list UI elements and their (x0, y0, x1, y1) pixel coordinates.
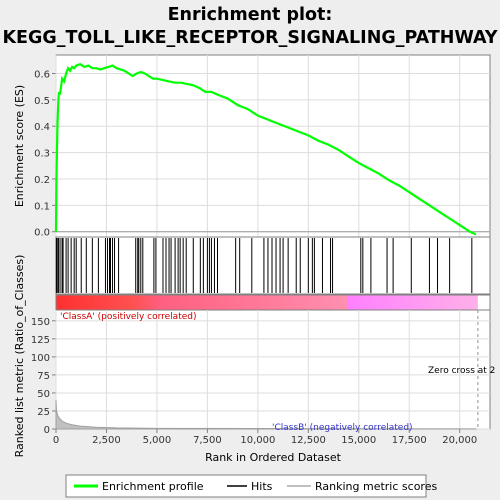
x-tick-label: 20,000 (442, 435, 477, 446)
x-tick-label: 5,000 (143, 435, 172, 446)
x-tick-label: 17,500 (392, 435, 427, 446)
es-y-tick-label: 0.5 (34, 96, 50, 107)
classA-label: 'ClassA' (positively correlated) (60, 312, 197, 322)
x-axis-label: Rank in Ordered Dataset (205, 451, 342, 464)
x-tick-label: 0 (53, 435, 59, 446)
metric-y-tick-label: 50 (37, 389, 50, 400)
es-y-tick-label: 0.2 (34, 175, 50, 186)
enrichment-profile-line (54, 62, 477, 236)
metric-y-tick-label: 25 (37, 407, 50, 418)
x-tick-label: 2,500 (92, 435, 121, 446)
x-tick-label: 15,000 (341, 435, 376, 446)
classB-label: 'ClassB' (negatively correlated) (272, 423, 413, 433)
metric-panel-frame (55, 309, 491, 430)
es-y-tick-label: 0.0 (34, 228, 50, 239)
x-tick-label: 12,500 (291, 435, 326, 446)
x-tick-label: 7,500 (193, 435, 222, 446)
es-y-tick-label: 0.1 (34, 201, 50, 212)
rank-bar-tail (477, 295, 490, 310)
rank-color-bar (56, 295, 478, 310)
es-y-tick-label: 0.4 (34, 122, 50, 133)
es-panel-frame (55, 54, 491, 238)
plot-title-line2: KEGG_TOLL_LIKE_RECEPTOR_SIGNALING_PATHWA… (2, 28, 498, 48)
es-y-tick-label: 0.3 (34, 149, 50, 160)
metric-y-tick-label: 100 (31, 353, 50, 364)
plot-title-line1: Enrichment plot: (167, 5, 333, 25)
x-tick-label: 10,000 (240, 435, 275, 446)
metric-y-tick-label: 125 (31, 335, 50, 346)
metric-y-tick-label: 0 (44, 425, 50, 436)
hits-panel-frame (55, 236, 491, 295)
metric-y-tick-label: 75 (37, 371, 50, 382)
metric-y-tick-label: 150 (31, 317, 50, 328)
es-y-tick-label: 0.6 (34, 69, 50, 80)
ranking-metric-area (55, 400, 477, 430)
legend-label-hits: Hits (251, 480, 273, 493)
es-y-axis-label: Enrichment score (ES) (13, 85, 26, 207)
legend-label-metric: Ranking metric scores (315, 480, 437, 493)
zero-cross-label: Zero cross at 2 (428, 366, 495, 376)
legend-label-enrichment: Enrichment profile (102, 480, 204, 493)
metric-y-axis-label: Ranked list metric (Ratio_of_Classes) (13, 255, 26, 458)
